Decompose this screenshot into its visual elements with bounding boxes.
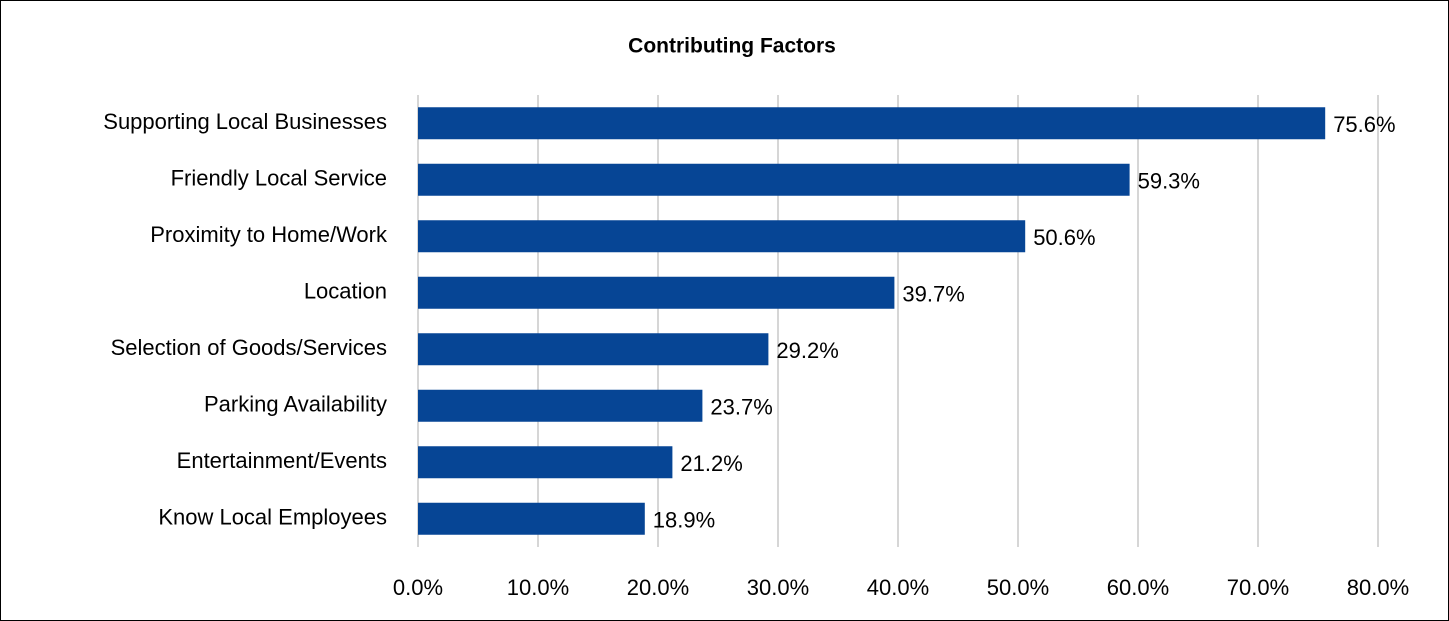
data-label: 21.2%: [680, 451, 742, 476]
x-tick-label: 0.0%: [393, 575, 443, 600]
y-tick-label: Location: [304, 279, 387, 304]
data-label: 50.6%: [1033, 225, 1095, 250]
x-tick-label: 50.0%: [987, 575, 1049, 600]
bar: [418, 220, 1026, 253]
y-tick-label: Proximity to Home/Work: [150, 222, 388, 247]
bar: [418, 446, 673, 479]
data-label: 18.9%: [653, 508, 715, 533]
x-tick-label: 20.0%: [627, 575, 689, 600]
bar: [418, 502, 645, 535]
y-tick-label: Know Local Employees: [158, 505, 387, 530]
bar: [418, 276, 895, 309]
data-label: 29.2%: [776, 338, 838, 363]
data-label: 39.7%: [902, 282, 964, 307]
data-label: 59.3%: [1138, 169, 1200, 194]
chart-title: Contributing Factors: [628, 35, 836, 58]
x-tick-label: 70.0%: [1227, 575, 1289, 600]
data-label: 23.7%: [710, 395, 772, 420]
x-tick-label: 60.0%: [1107, 575, 1169, 600]
x-tick-label: 30.0%: [747, 575, 809, 600]
bar: [418, 163, 1130, 196]
y-tick-label: Supporting Local Businesses: [103, 109, 387, 134]
y-tick-label: Friendly Local Service: [171, 166, 387, 191]
y-tick-label: Parking Availability: [204, 392, 387, 417]
y-tick-label: Entertainment/Events: [177, 448, 387, 473]
x-tick-label: 10.0%: [507, 575, 569, 600]
bar: [418, 389, 703, 422]
bar: [418, 333, 769, 366]
data-label: 75.6%: [1333, 112, 1395, 137]
y-tick-label: Selection of Goods/Services: [111, 335, 387, 360]
bar: [418, 107, 1326, 140]
x-tick-label: 40.0%: [867, 575, 929, 600]
x-tick-label: 80.0%: [1347, 575, 1409, 600]
